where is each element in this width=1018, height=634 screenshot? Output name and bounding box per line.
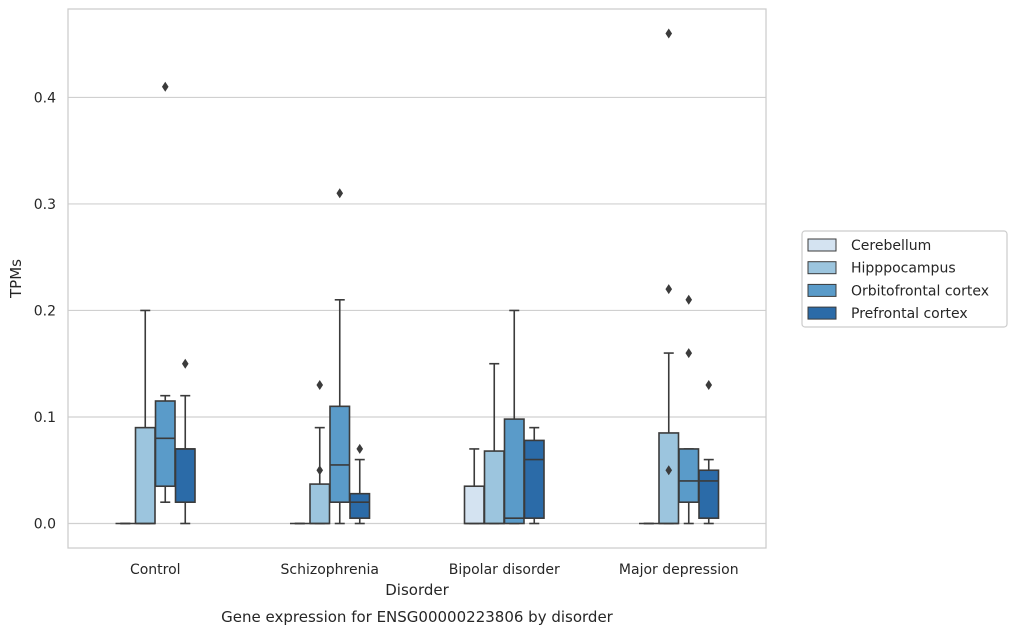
x-tick-label: Control — [130, 562, 181, 578]
box-group — [658, 28, 680, 525]
plot-frame — [67, 8, 767, 549]
box-group — [154, 81, 176, 503]
outlier-point — [161, 81, 169, 92]
y-tick-label: 0.4 — [34, 90, 56, 106]
box — [309, 483, 331, 525]
box-group — [678, 294, 700, 525]
outlier-point — [665, 28, 673, 39]
box-group — [329, 188, 351, 525]
box — [174, 448, 196, 503]
box-groups — [115, 28, 720, 525]
box — [503, 418, 525, 525]
box-group — [523, 426, 545, 525]
outlier-point — [316, 380, 324, 391]
box-group — [309, 380, 331, 525]
box — [329, 405, 351, 503]
y-axis-ticks: 0.0 0.1 0.2 0.3 0.4 — [34, 90, 56, 532]
x-axis-label: Disorder — [385, 581, 449, 599]
box — [523, 439, 545, 519]
box — [349, 492, 371, 519]
legend-frame — [801, 230, 1008, 328]
box — [483, 450, 505, 525]
outlier-point — [665, 465, 673, 476]
box — [678, 448, 700, 503]
outlier-point — [336, 188, 344, 199]
box — [154, 400, 176, 488]
outlier-point — [665, 284, 673, 295]
x-axis-ticks: Control Schizophrenia Bipolar disorder Majo… — [130, 562, 739, 578]
y-tick-label: 0.2 — [34, 303, 56, 319]
box-group — [463, 448, 485, 525]
legend-label: Hipppocampus — [851, 261, 956, 277]
legend: Cerebellum Hipppocampus Orbitofrontal cort… — [801, 230, 1008, 328]
x-tick-label: Bipolar disorder — [449, 562, 560, 578]
box-group — [174, 358, 196, 525]
legend-label: Prefrontal cortex — [851, 306, 968, 322]
outlier-point — [181, 358, 189, 369]
box — [698, 469, 720, 519]
outlier-point — [685, 348, 693, 359]
y-tick-label: 0.1 — [34, 410, 56, 426]
chart-caption: Gene expression for ENSG00000223806 by d… — [221, 608, 614, 626]
legend-swatch — [807, 238, 837, 252]
box — [463, 485, 485, 525]
outlier-point — [705, 380, 713, 391]
y-tick-label: 0.3 — [34, 197, 56, 213]
y-tick-label: 0.0 — [34, 517, 56, 533]
y-axis-label: TPMs — [7, 259, 25, 299]
box-group — [483, 362, 505, 525]
box-group — [349, 443, 371, 525]
box-group — [698, 380, 720, 525]
x-tick-label: Schizophrenia — [281, 562, 379, 578]
box — [134, 426, 156, 525]
box-group — [503, 309, 525, 525]
outlier-point — [356, 443, 364, 454]
outlier-point — [685, 294, 693, 305]
box-group — [134, 309, 156, 525]
x-tick-label: Major depression — [619, 562, 739, 578]
box — [658, 432, 680, 525]
outlier-point — [316, 465, 324, 476]
legend-swatch — [807, 261, 837, 275]
legend-label: Orbitofrontal cortex — [851, 283, 989, 299]
legend-swatch — [807, 283, 837, 297]
legend-label: Cerebellum — [851, 238, 931, 254]
legend-swatch — [807, 306, 837, 320]
